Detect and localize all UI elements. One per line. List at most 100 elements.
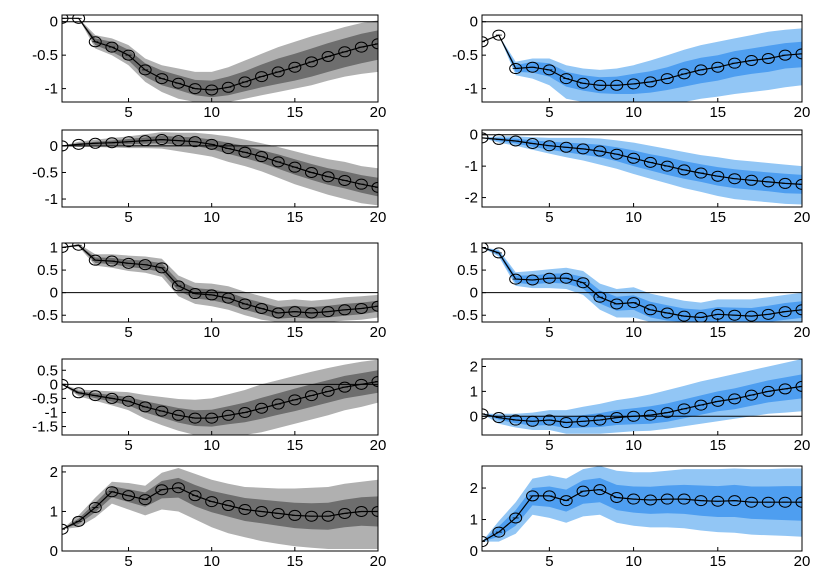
x-tick-label: 5 xyxy=(124,553,132,566)
y-tick-label: 0 xyxy=(50,138,58,155)
x-tick-label: 10 xyxy=(203,209,220,226)
data-point xyxy=(778,177,792,189)
data-point xyxy=(288,161,302,173)
confidence-band-inner xyxy=(62,244,378,319)
data-point xyxy=(62,15,69,24)
data-point xyxy=(526,415,540,427)
x-tick-label: 20 xyxy=(794,104,811,121)
data-point xyxy=(795,380,802,392)
data-point xyxy=(778,496,792,508)
axes-frame xyxy=(61,242,379,323)
x-tick-label: 10 xyxy=(203,437,220,454)
data-point xyxy=(744,55,758,67)
data-point xyxy=(576,143,590,155)
axes-frame xyxy=(61,465,379,552)
data-point xyxy=(321,510,335,522)
data-point xyxy=(155,405,169,417)
x-tick-label: 20 xyxy=(370,209,387,226)
y-tick-label: 0 xyxy=(50,543,58,560)
data-point xyxy=(744,310,758,322)
data-point xyxy=(238,503,252,515)
axes-frame xyxy=(481,465,803,552)
data-point xyxy=(354,378,368,390)
y-tick-label: -1 xyxy=(45,404,58,421)
data-point xyxy=(62,140,69,152)
x-tick-label: 5 xyxy=(124,437,132,454)
data-point xyxy=(559,141,573,153)
data-point xyxy=(304,390,318,402)
data-point xyxy=(576,77,590,89)
y-tick-label: -1.5 xyxy=(32,419,58,436)
data-point xyxy=(321,50,335,62)
chart-panel-row2-left: 5 10 15 20 0 -0.5 -1 xyxy=(32,129,387,226)
data-point xyxy=(509,63,523,75)
data-point xyxy=(694,495,708,507)
data-point xyxy=(744,496,758,508)
data-point xyxy=(238,298,252,310)
data-point xyxy=(559,495,573,507)
chart-panel-row1-left: 5 10 15 20 0 -0.5 -1 xyxy=(32,14,387,121)
y-tick-label: 0 xyxy=(470,14,478,31)
x-tick-label: 10 xyxy=(203,553,220,566)
data-point xyxy=(492,412,506,424)
data-point xyxy=(482,408,489,420)
data-point xyxy=(122,257,136,269)
data-point xyxy=(88,36,102,48)
confidence-band-inner xyxy=(62,18,378,98)
chart-panel-row3-right: 5 10 15 20 1 0.5 0 -0.5 xyxy=(452,240,810,341)
y-tick-label: 0 xyxy=(50,376,58,393)
data-point xyxy=(526,61,540,73)
data-point xyxy=(526,138,540,150)
confidence-band-outer xyxy=(482,136,802,205)
x-tick-label: 20 xyxy=(794,209,811,226)
y-tick-label: -0.5 xyxy=(452,307,478,324)
data-point xyxy=(72,15,86,24)
data-point xyxy=(694,399,708,411)
data-point xyxy=(482,132,489,144)
data-point xyxy=(660,307,674,319)
data-point xyxy=(171,280,185,292)
data-point xyxy=(122,395,136,407)
y-tick-label: 0.5 xyxy=(37,262,58,279)
chart-panel-row3-left: 5 10 15 20 1 0.5 0 -0.5 xyxy=(32,240,386,341)
x-tick-label: 5 xyxy=(545,553,553,566)
data-point xyxy=(221,500,235,512)
x-tick-label: 20 xyxy=(370,553,387,566)
y-tick-label: 1 xyxy=(470,240,478,257)
data-point xyxy=(778,49,792,61)
data-point xyxy=(795,304,802,316)
data-point xyxy=(122,136,136,148)
confidence-band-outer xyxy=(62,18,378,102)
data-point xyxy=(171,482,185,494)
data-point xyxy=(221,292,235,304)
data-point xyxy=(593,484,607,496)
data-point xyxy=(105,486,119,498)
data-point xyxy=(138,64,152,76)
data-point xyxy=(288,394,302,406)
data-point xyxy=(188,288,202,300)
confidence-band-inner xyxy=(482,478,802,542)
data-point xyxy=(304,307,318,319)
data-point xyxy=(205,84,219,96)
data-point xyxy=(744,174,758,186)
data-point xyxy=(559,73,573,85)
y-tick-label: 2 xyxy=(470,480,478,497)
data-point xyxy=(593,79,607,91)
data-point xyxy=(221,409,235,421)
x-tick-label: 15 xyxy=(286,553,303,566)
data-point xyxy=(677,403,691,415)
data-point xyxy=(761,176,775,188)
data-point xyxy=(205,412,219,424)
confidence-band-outer xyxy=(62,359,378,435)
data-point xyxy=(482,36,489,48)
x-tick-label: 10 xyxy=(625,324,642,341)
data-point xyxy=(271,307,285,319)
data-point xyxy=(72,243,86,251)
data-point xyxy=(238,406,252,418)
x-tick-label: 20 xyxy=(370,104,387,121)
data-point xyxy=(105,255,119,267)
data-point xyxy=(795,48,802,60)
x-tick-label: 5 xyxy=(124,209,132,226)
